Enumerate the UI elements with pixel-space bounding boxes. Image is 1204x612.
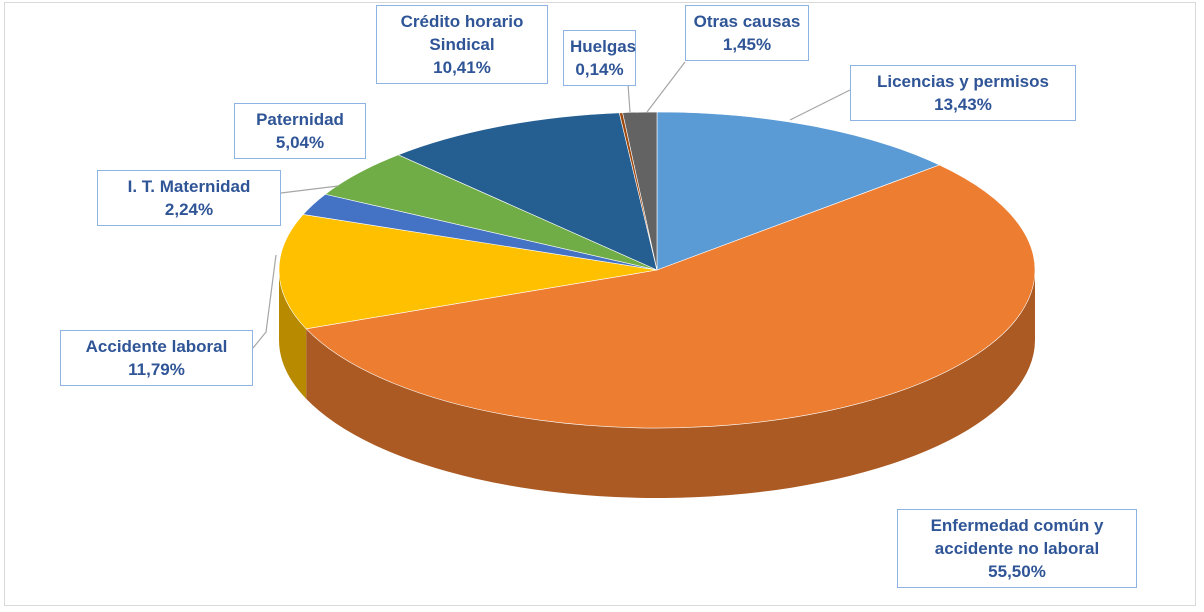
data-label: Enfermedad común y accidente no laboral 5… — [897, 509, 1137, 588]
leader-line — [646, 61, 686, 113]
data-label: I. T. Maternidad 2,24% — [97, 170, 281, 226]
slice — [305, 164, 1036, 429]
label-name: Accidente laboral — [85, 337, 228, 356]
leader-line — [252, 254, 277, 349]
slice — [278, 214, 658, 330]
slice — [397, 112, 658, 271]
label-value: 55,50% — [988, 562, 1046, 581]
label-value: 11,79% — [128, 360, 185, 379]
label-name: I. T. Maternidad — [127, 177, 251, 196]
leader-line — [789, 89, 851, 121]
label-name: Huelgas — [570, 37, 637, 56]
label-value: 0,14% — [575, 60, 624, 79]
label-value: 1,45% — [722, 35, 772, 54]
data-label: Paternidad 5,04% — [234, 103, 366, 159]
label-name: Otras causas — [693, 12, 801, 31]
label-name: Licencias y permisos — [877, 72, 1049, 91]
label-value: 5,04% — [275, 133, 325, 152]
slice — [656, 111, 941, 271]
label-value: 13,43% — [934, 95, 992, 114]
slice-side — [306, 270, 1035, 498]
chart-frame — [4, 2, 1196, 606]
data-label: Huelgas 0,14% — [563, 30, 636, 86]
data-label: Accidente laboral 11,79% — [60, 330, 253, 386]
leader-line — [280, 185, 339, 194]
label-name: Paternidad — [256, 110, 344, 129]
data-label: Crédito horario Sindical 10,41% — [376, 5, 548, 84]
data-label: Otras causas 1,45% — [685, 5, 809, 61]
leader-line — [627, 83, 631, 113]
label-name: Enfermedad común y accidente no laboral — [930, 516, 1104, 558]
label-name: Crédito horario Sindical — [400, 12, 524, 54]
label-value: 2,24% — [164, 200, 214, 219]
data-label: Licencias y permisos 13,43% — [850, 65, 1076, 121]
slice — [622, 111, 658, 271]
label-value: 10,41% — [433, 58, 491, 77]
slice-side — [279, 270, 307, 399]
